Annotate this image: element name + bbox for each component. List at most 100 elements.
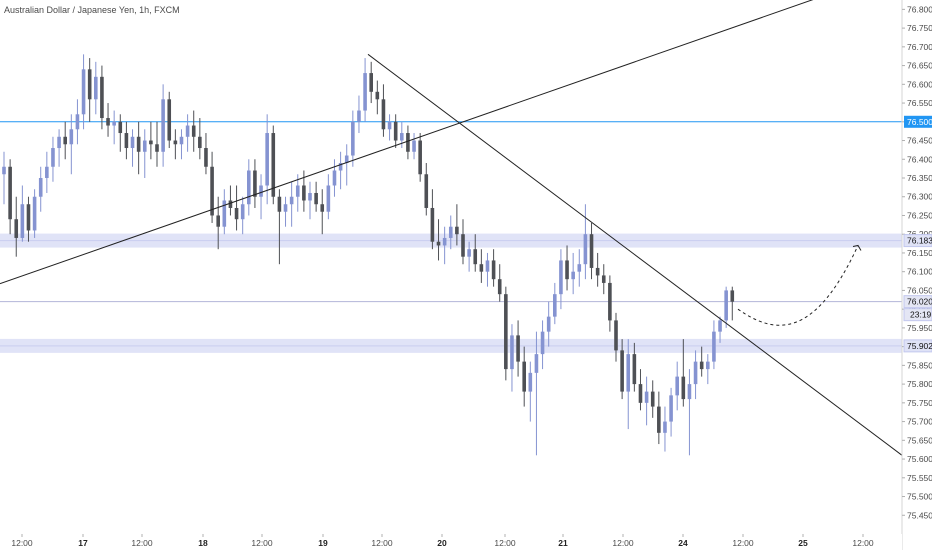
candle-body: [216, 215, 220, 227]
candle-body: [302, 185, 306, 201]
candle-body: [106, 118, 110, 126]
candle-body: [142, 140, 147, 152]
candle-body: [497, 279, 502, 295]
projection-path[interactable]: [737, 245, 859, 326]
price-tag: [903, 234, 932, 248]
candle-body: [173, 140, 178, 145]
price-tags: 76.500 76.183 76.020 75.902 23:19: [903, 115, 932, 353]
candle-body: [595, 267, 600, 276]
candle-body: [247, 170, 251, 205]
price-tag-label: 76.020: [907, 297, 932, 307]
drawings[interactable]: [0, 0, 903, 456]
candle-body: [644, 391, 649, 403]
x-tick-label: 12:00: [131, 538, 153, 548]
candle-body: [412, 140, 416, 152]
candle-body: [363, 73, 367, 111]
candle-body: [510, 335, 514, 370]
candle-body: [601, 275, 606, 283]
candle-body: [534, 354, 539, 373]
x-tick-label: 19: [318, 538, 328, 548]
candle-body: [51, 148, 55, 167]
candle-body: [240, 204, 245, 220]
candle-body: [638, 384, 643, 403]
candle-body: [234, 207, 239, 220]
candle-body: [375, 91, 380, 100]
y-tick-label: 76.650: [907, 61, 932, 71]
candle-body: [283, 204, 288, 212]
candle-body: [571, 271, 575, 280]
candle-body: [69, 129, 74, 145]
price-tag-label: 76.500: [907, 117, 932, 127]
ascending-trendline[interactable]: [0, 0, 815, 285]
y-tick-label: 75.850: [907, 360, 932, 370]
candle-body: [614, 320, 618, 351]
x-tick-label: 18: [198, 538, 208, 548]
candle-body: [675, 376, 679, 396]
x-tick-label: 24: [678, 538, 688, 548]
candle-body: [57, 136, 61, 149]
candle-body: [20, 204, 25, 238]
candle-body: [259, 185, 263, 197]
candle-body: [485, 260, 490, 272]
candle-body: [687, 384, 692, 400]
countdown-tag: [903, 308, 932, 322]
x-tick-label: 12:00: [612, 538, 634, 548]
y-tick-label: 76.800: [907, 4, 932, 14]
candle-body: [94, 76, 98, 100]
x-tick-label: 21: [558, 538, 568, 548]
y-tick-label: 76.750: [907, 23, 932, 33]
candle-body: [161, 99, 165, 152]
descending-trendline[interactable]: [367, 53, 903, 456]
candle-body: [265, 133, 269, 186]
x-tick-label: 12:00: [852, 538, 874, 548]
price-tag-label: 76.183: [907, 236, 932, 246]
candle-body: [540, 331, 545, 355]
candle-body: [314, 192, 318, 205]
candle-body: [191, 125, 196, 137]
candle-body: [118, 121, 123, 134]
y-tick-label: 76.400: [907, 154, 932, 164]
candle-body: [8, 166, 12, 220]
time-scale: 12:00 17 12:00 18 12:00 19 12:00 20 12:00 21 12:00…: [11, 534, 874, 548]
candle-body: [406, 133, 410, 152]
candle-body: [663, 421, 667, 433]
candle-body: [32, 196, 37, 231]
candle-body: [565, 260, 569, 280]
candle-body: [210, 166, 214, 216]
candle-body: [632, 354, 637, 385]
candle-body: [63, 136, 67, 145]
candle-body: [724, 290, 728, 321]
candle-body: [320, 204, 325, 212]
time-scale-panel[interactable]: [0, 534, 902, 550]
candle-body: [693, 361, 698, 385]
candle-body: [38, 178, 43, 197]
candle-body: [699, 361, 704, 370]
candle-body: [589, 234, 594, 268]
x-tick-label: 12:00: [494, 538, 516, 548]
candle-body: [436, 241, 441, 246]
candle-body: [308, 192, 312, 201]
candle-body: [559, 260, 563, 295]
candle-body: [418, 140, 422, 175]
candle-body: [448, 226, 453, 238]
y-tick-label: 76.250: [907, 210, 932, 220]
chart-title: Australian Dollar / Japanese Yen, 1h, FX…: [4, 5, 180, 15]
y-tick-label: 76.350: [907, 173, 932, 183]
countdown-label: 23:19: [910, 310, 932, 320]
candle-body: [204, 148, 208, 167]
candle-body: [442, 237, 447, 246]
candle-body: [387, 121, 392, 130]
candle-body: [112, 121, 116, 126]
candle-body: [295, 185, 300, 197]
x-tick-label: 12:00: [732, 538, 754, 548]
price-scale-panel[interactable]: [902, 0, 932, 550]
y-tick-label: 76.700: [907, 42, 932, 52]
candle-body: [400, 133, 404, 141]
x-tick-label: 12:00: [11, 538, 33, 548]
candle-body: [351, 121, 355, 156]
candle-body: [516, 335, 520, 362]
candle-body: [277, 196, 282, 212]
candle-body: [14, 219, 19, 238]
